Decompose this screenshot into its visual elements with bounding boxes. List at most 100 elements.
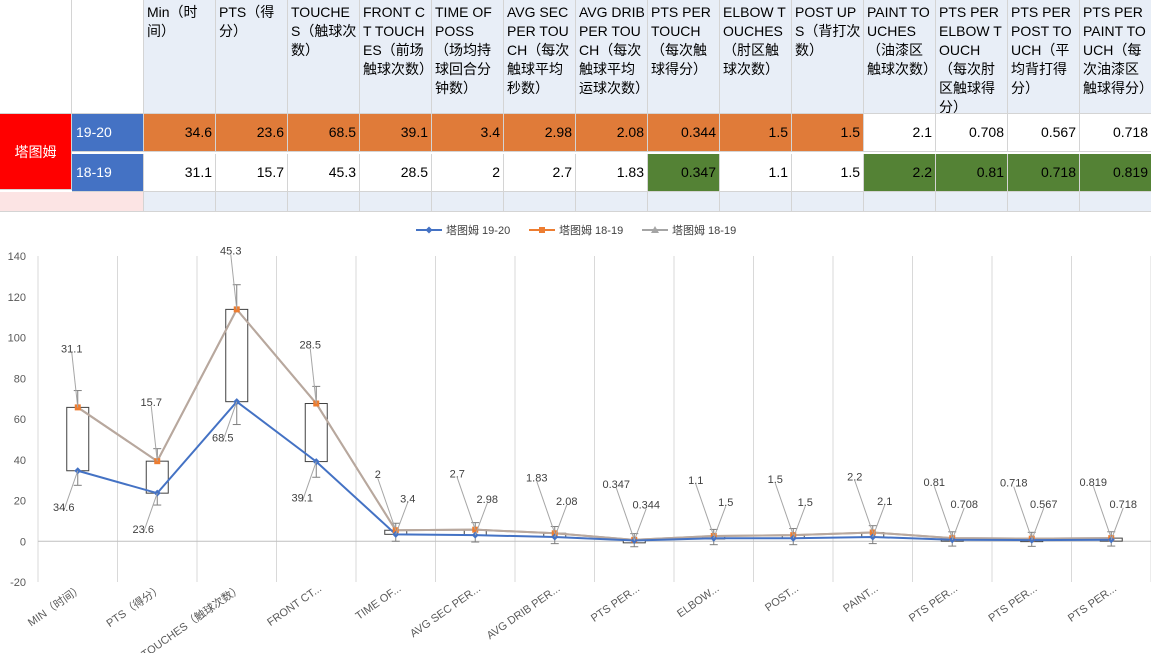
legend-marker [539,227,545,233]
label-leader [301,461,317,502]
data-label-series-1: 2.08 [556,496,577,508]
y-tick-label: -20 [10,577,26,589]
player-name: 塔图姆 [0,114,72,190]
empty-row [864,192,936,212]
table-cell: 1.1 [720,154,792,192]
legend-marker [425,226,433,234]
x-tick-label: MIN（时间） [25,582,85,629]
table-cell: 45.3 [288,154,360,192]
table-cell: 2 [432,154,504,192]
data-label-series-1: 68.5 [212,433,233,445]
x-tick-label: ELBOW... [675,583,721,621]
box [145,460,169,494]
legend-label: 塔图姆 18-19 [559,223,623,237]
empty-row [576,192,648,212]
data-table: Min（时间） PTS（得分） TOUCHES（触球次数） FRONT CT TOUC… [0,0,1151,212]
data-label-series-2: 1.83 [526,472,547,484]
data-label-series-2: 0.81 [924,477,945,489]
table-cell: 15.7 [216,154,288,192]
empty-row [0,192,144,212]
column-header: TOUCHES（触球次数） [288,0,360,114]
empty-row [144,192,216,212]
table-cell: 1.5 [792,114,864,152]
data-label-series-2: 2 [375,469,381,481]
legend-label: 塔图姆 19-20 [446,223,510,237]
data-label-series-1: 0.708 [950,499,978,511]
label-leader [150,406,158,462]
label-leader [1013,486,1033,539]
label-leader [951,507,965,540]
data-label-series-2: 0.718 [1000,478,1028,490]
table-cell: 0.708 [936,114,1008,152]
table-cell: 34.6 [144,114,216,152]
column-header: PTS PER TOUCH（每次触球得分） [648,0,720,114]
label-leader [230,254,238,310]
legend-marker [651,226,659,233]
data-label-series-2: 0.819 [1079,477,1107,489]
label-leader [792,506,806,539]
y-axis: -20 0 20 40 60 80 100 120 140 [8,251,26,589]
data-label-series-1: 2.98 [477,494,498,506]
data-label-series-1: 23.6 [133,524,154,536]
label-leader [63,470,79,511]
data-labels: 31.1 34.6 15.7 23.6 45.3 68.5 28.5 39.1 2 3.4 2.7 2… [53,245,1137,541]
data-label-series-1: 0.567 [1030,499,1058,511]
table-cell: 23.6 [216,114,288,152]
label-leader [222,401,238,442]
label-leader [695,483,715,537]
data-label-series-2: 2.7 [450,469,465,481]
label-leader [633,508,647,541]
season-label: 18-19 [72,154,144,192]
x-tick-label: PTS PER... [907,583,960,625]
table-cell: 0.718 [1080,114,1151,152]
series-2-point [233,306,240,313]
label-leader [872,504,886,538]
x-tick-label: AVG DRIB PER... [485,583,563,642]
empty-row [792,192,864,212]
column-header: FRONT CT TOUCHES（前场触球次数） [360,0,432,114]
empty-row [216,192,288,212]
y-tick-label: 20 [14,496,26,508]
line-series [77,307,1112,542]
data-label-series-2: 15.7 [141,397,162,409]
season-label: 19-20 [72,114,144,152]
table-cell: 3.4 [432,114,504,152]
data-label-series-2: 45.3 [220,245,241,257]
table-cell: 0.567 [1008,114,1080,152]
x-tick-label: PTS PER... [1066,583,1119,625]
column-header: PTS PER ELBOW TOUCH（每次肘区触球得分） [936,0,1008,114]
label-leader [474,503,488,536]
data-label-series-2: 2.2 [847,471,862,483]
y-tick-label: 120 [8,292,26,304]
series-2-point [154,458,161,465]
table-cell: 0.819 [1080,154,1151,192]
table-cell: 0.344 [648,114,720,152]
empty-row [648,192,720,212]
series-1-point [1107,536,1115,544]
data-label-series-1: 2.1 [877,496,892,508]
column-header: AVG SEC PER TOUCH（每次触球平均秒数） [504,0,576,114]
y-tick-label: 60 [14,414,26,426]
x-tick-label: POST... [763,583,801,615]
gridlines [37,256,1151,582]
table-cell: 2.08 [576,114,648,152]
x-tick-label: PTS PER... [589,583,642,625]
label-leader [713,506,727,539]
data-label-series-2: 28.5 [300,340,321,352]
column-header: TIME OF POSS（场均持球回合分钟数） [432,0,504,114]
x-tick-label: FRONT CT... [265,583,324,629]
chart: -20 0 20 40 60 80 100 120 140 31.1 34.6 15.7 23.6 45… [8,223,1151,653]
label-leader [554,504,568,538]
box [304,403,328,463]
label-leader [1110,507,1124,540]
label-leader [774,482,794,536]
label-leader [615,487,635,541]
series-1-point [948,536,956,544]
empty-row [432,192,504,212]
data-label-series-1: 1.5 [718,497,733,509]
column-header: ELBOW TOUCHES（肘区触球次数） [720,0,792,114]
empty-row [936,192,1008,212]
column-header: PTS PER POST TOUCH（平均背打得分） [1008,0,1080,114]
table-cell: 2.98 [504,114,576,152]
y-tick-label: 100 [8,333,26,345]
